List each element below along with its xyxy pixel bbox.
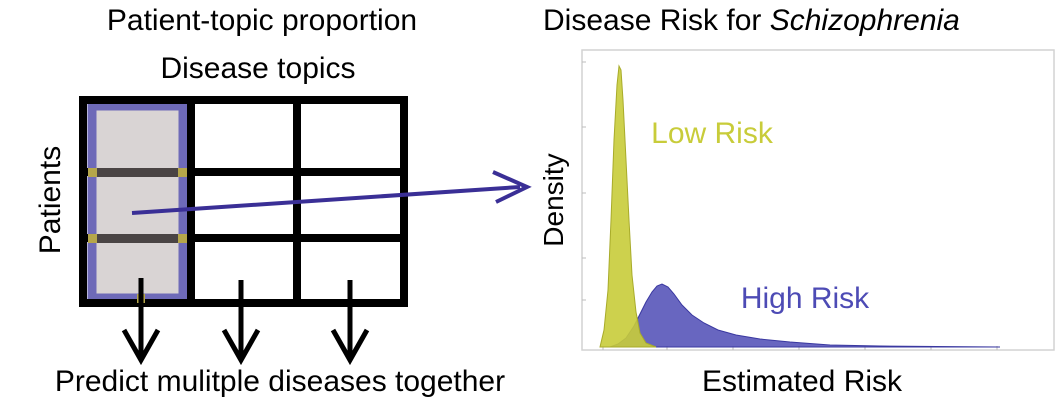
row-bar [92,234,183,243]
prediction-caption: Predict mulitple diseases together [55,365,505,398]
arrow-down-icon [121,278,161,366]
column-label: Disease topics [160,52,355,85]
arrow-down-icon [330,280,370,366]
low-risk-density [599,64,657,348]
right-panel-title: Disease Risk for Schizophrenia [543,4,960,37]
highlighted-topic-column [87,101,188,303]
row-bar [92,168,183,177]
low-risk-label: Low Risk [651,117,774,150]
row-label: Patients [34,146,67,254]
arrow-right-icon [131,170,532,215]
x-axis-label: Estimated Risk [702,365,903,398]
left-panel-title: Patient-topic proportion [107,4,417,37]
arrow-down-icon [221,280,261,366]
y-axis-label: Density [538,153,569,246]
high-risk-label: High Risk [741,282,870,315]
